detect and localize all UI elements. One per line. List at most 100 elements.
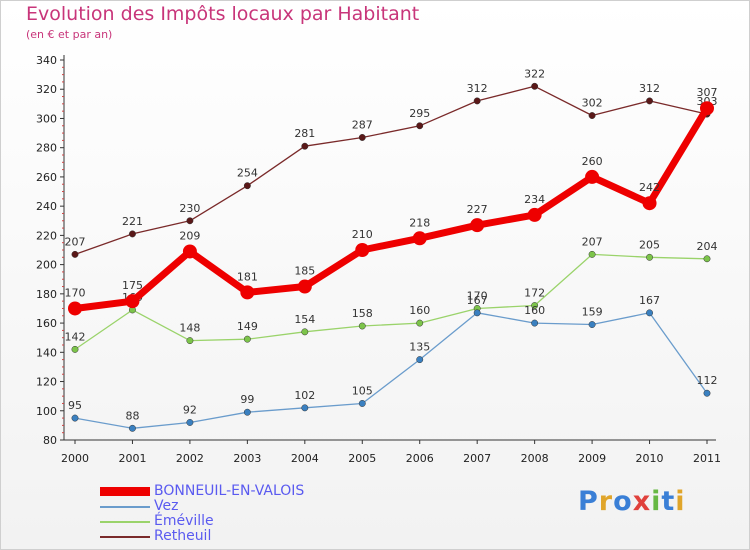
x-tick-label: 2004: [291, 452, 319, 465]
data-point: [416, 356, 424, 364]
data-label: 312: [639, 82, 660, 95]
proxiti-logo: Proxiti: [578, 486, 686, 517]
data-point: [473, 309, 481, 317]
data-point: [355, 243, 370, 257]
series-line: [74, 85, 708, 256]
data-point: [412, 231, 427, 246]
data-label: 281: [294, 127, 315, 140]
y-tick-label: 140: [36, 346, 57, 359]
data-label: 158: [352, 307, 373, 320]
data-label: 142: [65, 330, 86, 343]
data-label: 302: [582, 97, 603, 110]
data-point: [186, 419, 194, 426]
data-label: 218: [409, 216, 430, 229]
y-tick-label: 180: [36, 288, 57, 301]
data-label: 154: [294, 313, 315, 326]
x-tick-label: 2000: [61, 452, 89, 465]
series-line: [74, 253, 708, 351]
data-point: [243, 335, 251, 343]
data-label: 88: [125, 409, 139, 422]
legend-item-bonneuil: BONNEUIL-EN-VALOIS: [100, 484, 304, 499]
data-point: [473, 97, 481, 105]
data-label: 172: [524, 287, 545, 300]
data-point: [585, 169, 600, 184]
data-point: [301, 328, 309, 336]
data-point: [243, 182, 251, 190]
x-tick-label: 2011: [693, 452, 721, 465]
data-point: [703, 255, 711, 263]
data-point: [588, 250, 596, 258]
legend-swatch-vez: [100, 505, 150, 508]
logo-letter: x: [632, 486, 652, 517]
x-tick-label: 2008: [521, 452, 549, 465]
data-point: [646, 253, 653, 261]
data-label: 204: [697, 240, 718, 253]
data-label: 160: [409, 304, 430, 317]
data-label: 295: [409, 107, 430, 120]
data-point: [240, 285, 255, 300]
data-point: [129, 424, 136, 432]
x-tick-label: 2003: [233, 452, 261, 465]
data-point: [186, 217, 194, 225]
data-label: 95: [68, 399, 82, 412]
data-label: 221: [122, 215, 143, 228]
data-label: 159: [582, 306, 603, 319]
data-label: 167: [467, 294, 488, 307]
y-tick-label: 240: [36, 200, 57, 213]
data-point: [700, 101, 714, 116]
data-point: [646, 97, 653, 105]
legend-label-bonneuil: BONNEUIL-EN-VALOIS: [154, 483, 305, 499]
data-label: 227: [467, 203, 488, 216]
data-label: 260: [582, 155, 603, 168]
data-label: 167: [639, 294, 660, 307]
y-tick-label: 80: [43, 434, 57, 447]
data-label: 322: [524, 67, 545, 80]
data-label: 230: [179, 202, 200, 215]
x-tick-label: 2002: [176, 452, 204, 465]
data-point: [71, 414, 79, 422]
data-label: 148: [179, 322, 200, 335]
legend-item-emeville: Éméville: [100, 514, 304, 529]
y-tick-label: 100: [36, 405, 57, 418]
y-tick-label: 160: [36, 317, 57, 330]
legend-swatch-emeville: [100, 520, 150, 523]
data-point: [531, 319, 539, 327]
x-tick-label: 2007: [463, 452, 491, 465]
x-tick-label: 2009: [578, 452, 606, 465]
chart-title: Evolution des Impôts locaux par Habitant: [26, 3, 420, 25]
data-point: [243, 408, 251, 416]
data-point: [71, 250, 79, 258]
data-point: [646, 309, 653, 317]
data-point: [531, 302, 539, 309]
data-point: [531, 82, 539, 90]
data-point: [470, 218, 485, 233]
data-point: [68, 301, 82, 316]
data-label: 149: [237, 320, 258, 333]
y-tick-label: 340: [36, 54, 57, 67]
data-point: [588, 321, 596, 328]
data-point: [301, 142, 309, 150]
data-point: [642, 196, 657, 211]
y-tick-label: 300: [36, 112, 57, 125]
legend-item-vez: Vez: [100, 499, 304, 514]
legend-label-vez: Vez: [154, 498, 179, 514]
data-point: [301, 404, 309, 412]
data-point: [71, 345, 79, 353]
data-label: 170: [65, 286, 86, 299]
data-label: 242: [639, 181, 660, 194]
data-point: [527, 207, 542, 222]
data-label: 254: [237, 167, 258, 180]
data-label: 205: [639, 238, 660, 251]
y-tick-label: 320: [36, 83, 57, 96]
data-label: 181: [237, 270, 258, 283]
data-point: [358, 134, 366, 141]
x-tick-label: 2001: [118, 452, 146, 465]
legend-item-retheuil: Retheuil: [100, 529, 304, 544]
legend-swatch-bonneuil: [100, 487, 150, 496]
logo-letter: i: [675, 486, 686, 517]
data-label: 207: [65, 235, 86, 248]
x-tick-label: 2005: [348, 452, 376, 465]
logo-letter: o: [613, 486, 633, 517]
